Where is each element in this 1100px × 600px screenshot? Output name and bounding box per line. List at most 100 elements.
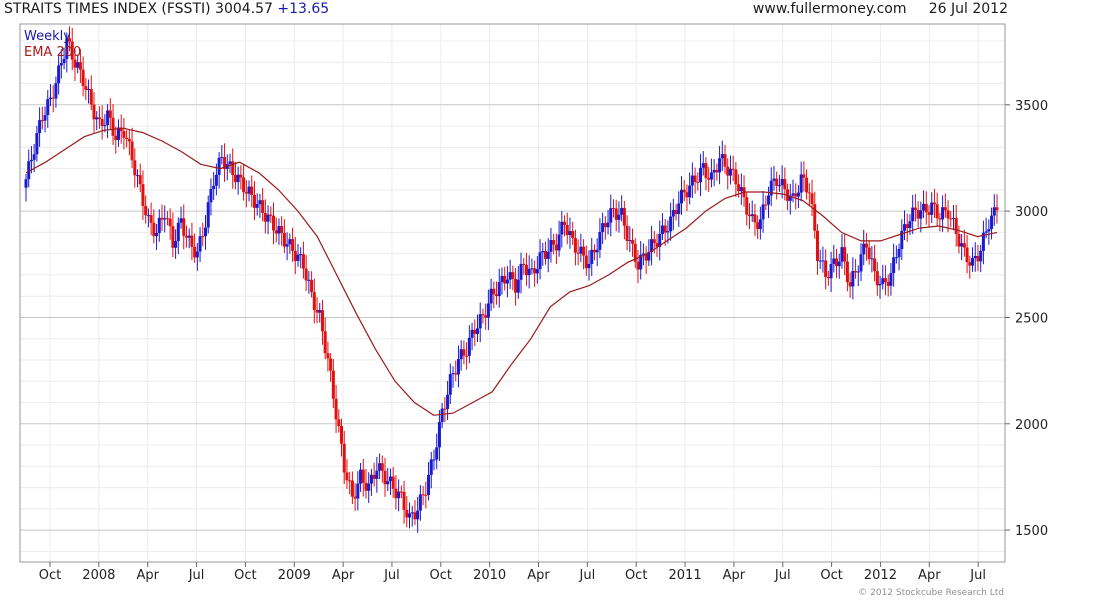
candle-body <box>184 235 188 238</box>
candle-body <box>198 236 202 252</box>
candle-body <box>737 184 741 192</box>
candle-body <box>263 212 267 222</box>
candle-body <box>35 133 39 155</box>
candle-body <box>97 117 101 120</box>
candle-body <box>851 271 855 287</box>
candle-body <box>247 186 251 194</box>
x-tick-label: Oct <box>234 568 256 583</box>
candle-body <box>432 459 436 461</box>
candle-body <box>543 250 547 259</box>
candle-body <box>356 483 360 499</box>
candle-body <box>587 263 591 269</box>
candle-body <box>576 252 580 254</box>
candle-body <box>87 88 91 90</box>
candle-body <box>606 222 610 228</box>
candle-body <box>141 184 145 207</box>
candle-body <box>628 240 632 242</box>
candle-body <box>157 217 161 234</box>
candle-body <box>671 210 675 217</box>
candle-body <box>231 161 235 176</box>
candle-body <box>163 218 167 220</box>
candle-body <box>119 127 123 132</box>
candle-body <box>701 163 705 168</box>
candle-body <box>962 243 966 248</box>
candle-body <box>274 230 278 234</box>
candle-body <box>590 249 594 264</box>
candle-body <box>495 294 499 297</box>
candle-body <box>900 230 904 250</box>
candle-body <box>250 186 254 195</box>
candle-body <box>133 160 137 176</box>
candle-body <box>965 247 969 263</box>
candle-body <box>258 200 262 205</box>
candle-body <box>405 509 409 518</box>
candle-body <box>897 249 901 258</box>
candle-body <box>796 192 800 197</box>
candle-body <box>369 474 373 484</box>
candle-body <box>40 120 44 122</box>
candle-body <box>519 263 523 280</box>
candle-body <box>427 474 431 495</box>
candle-body <box>908 221 912 229</box>
candle-body <box>421 494 425 496</box>
candle-body <box>747 214 751 217</box>
candle-body <box>873 258 877 272</box>
candle-body <box>783 179 787 190</box>
candle-body <box>780 179 784 186</box>
candle-body <box>905 224 909 229</box>
candle-body <box>375 470 379 479</box>
candle-body <box>601 223 605 232</box>
candle-body <box>190 235 194 247</box>
candle-body <box>386 481 390 485</box>
candle-body <box>350 480 354 497</box>
candle-body <box>443 408 447 410</box>
candle-body <box>720 154 724 159</box>
candle-body <box>745 197 749 215</box>
candle-body <box>794 193 798 197</box>
candle-body <box>728 168 732 176</box>
candle-body <box>473 329 477 334</box>
candle-body <box>527 268 531 276</box>
candle-body <box>734 169 738 185</box>
copyright-note: © 2012 Stockcube Research Ltd <box>858 588 1004 598</box>
candle-body <box>538 252 542 270</box>
candle-body <box>582 246 586 256</box>
candle-body <box>476 328 480 334</box>
candle-body <box>693 175 697 182</box>
candle-body <box>446 394 450 409</box>
candle-body <box>916 209 920 219</box>
candle-body <box>992 207 996 216</box>
x-tick-label: Apr <box>918 568 941 583</box>
candle-body <box>252 194 256 208</box>
candle-body <box>935 204 939 219</box>
candle-body <box>261 200 265 213</box>
candle-body <box>894 257 898 259</box>
x-tick-label: Oct <box>625 568 647 583</box>
x-tick-label: 2010 <box>473 568 506 583</box>
candle-body <box>383 470 387 485</box>
candle-body <box>641 253 645 255</box>
candle-body <box>116 127 120 140</box>
candle-body <box>508 272 512 280</box>
candle-body <box>647 252 651 261</box>
candle-body <box>984 231 988 233</box>
candle-body <box>932 202 936 205</box>
candle-body <box>179 218 183 223</box>
candle-body <box>769 180 773 196</box>
candle-body <box>282 232 286 247</box>
candle-body <box>679 189 683 204</box>
candle-body <box>957 233 961 247</box>
x-tick-label: 2012 <box>864 568 897 583</box>
candle-body <box>155 233 159 237</box>
candle-body <box>315 310 319 313</box>
candle-body <box>677 203 681 214</box>
candle-body <box>571 231 575 239</box>
candle-body <box>307 279 311 281</box>
candle-body <box>881 278 885 285</box>
candle-body <box>875 271 879 286</box>
candle-body <box>408 513 412 518</box>
candle-body <box>696 181 700 183</box>
candle-body <box>535 269 539 274</box>
candle-body <box>750 214 754 217</box>
